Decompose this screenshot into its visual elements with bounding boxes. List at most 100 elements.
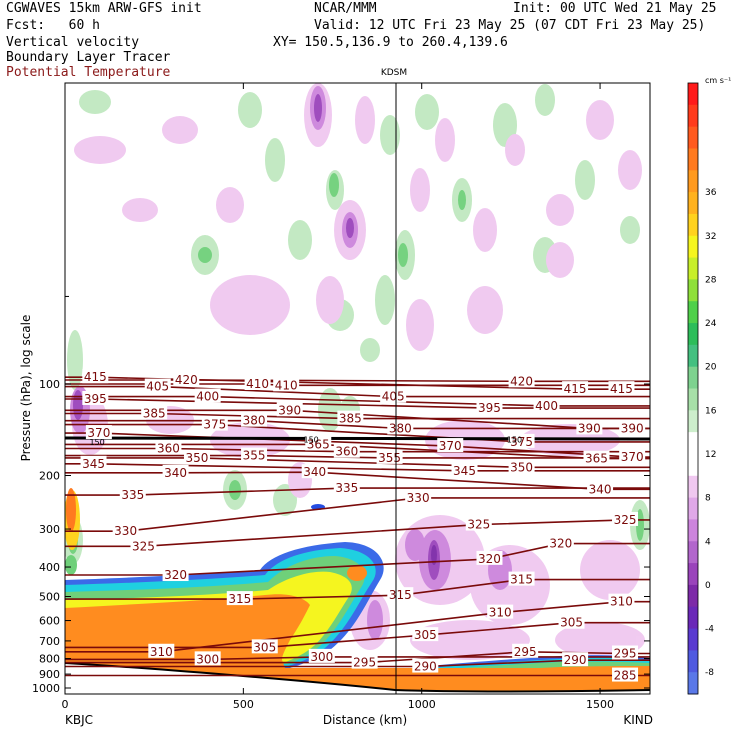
isentrope-label: 410 [246, 377, 269, 391]
isentrope-label: 340 [589, 482, 612, 496]
isentrope-label-bg [476, 400, 503, 415]
isentrope-label-bg [387, 587, 414, 602]
model-title: CGWAVES 15km ARW-GFS init [6, 1, 202, 16]
isentrope-label: 360 [157, 442, 180, 456]
marker-line-label: 150 [89, 438, 104, 447]
colorbar-swatch [688, 541, 698, 564]
isentrope-label: 355 [378, 451, 401, 465]
colorbar: 36 32 28 24 20 16 12 8 4 0 -4 -8 [687, 82, 717, 695]
isentrope-label-bg [144, 378, 171, 393]
colorbar-swatch [688, 519, 698, 542]
colorbar-unit: cm s⁻¹ [705, 76, 731, 85]
isentrope-label: 290 [564, 653, 587, 667]
isentrope-label-bg [80, 455, 107, 470]
colorbar-swatch [688, 323, 698, 346]
isentrope-label: 405 [146, 380, 169, 394]
isentrope-label-bg [562, 652, 589, 667]
isentrope-label-bg [583, 450, 610, 465]
isentrope-label: 295 [353, 656, 376, 670]
colorbar-swatch [688, 301, 698, 324]
isentrope-label: 400 [196, 390, 219, 404]
isentrope-label: 305 [253, 640, 276, 654]
isentrope-label: 340 [164, 466, 187, 480]
y-tick-label: 700 [39, 635, 60, 648]
isentrope-label: 310 [610, 595, 633, 609]
isentrope-label-bg [337, 410, 364, 425]
isentrope-label: 405 [382, 390, 405, 404]
isentrope-label-bg [387, 420, 414, 435]
isentrope-label: 365 [585, 452, 608, 466]
isentrope-label: 315 [228, 592, 251, 606]
isentrope-label: 310 [150, 645, 173, 659]
isentrope-355 [65, 454, 650, 459]
isentrope-label: 310 [489, 606, 512, 620]
marker-line-label: 150 [303, 435, 318, 444]
boundary-layer-tracer [65, 542, 650, 694]
isentrope-label-bg [162, 567, 189, 582]
y-tick-label: 300 [39, 523, 60, 536]
field-vertical-velocity: Vertical velocity [6, 35, 140, 50]
colorbar-swatch [688, 497, 698, 520]
y-tick-label: 600 [39, 615, 60, 628]
isentrope-label: 350 [186, 451, 209, 465]
isentrope-label-bg [82, 390, 109, 405]
isentrope-label: 390 [278, 403, 301, 417]
isentrope-label-bg [333, 443, 360, 458]
y-tick-label: 900 [39, 668, 60, 681]
colorbar-swatch [688, 366, 698, 389]
colorbar-swatch [688, 126, 698, 149]
isentrope-label-bg [508, 459, 535, 474]
field-potential-temperature: Potential Temperature [6, 65, 171, 80]
y-axis-label: Pressure (hPa), log scale [19, 315, 33, 462]
isentrope-label: 345 [82, 457, 105, 471]
isentrope-label-bg [608, 381, 635, 396]
isentrope-label: 330 [407, 491, 430, 505]
isentrope-label-bg [412, 658, 439, 673]
isentrope-label: 285 [614, 669, 637, 683]
isentrope-label-bg [533, 397, 560, 412]
isentrope-label: 295 [614, 646, 637, 660]
terrain [65, 663, 650, 694]
colorbar-swatch [688, 650, 698, 673]
colorbar-swatch [688, 584, 698, 608]
x-tick-label: 500 [233, 698, 254, 711]
plot-area: 415 420 410 410 420 415 415 395 405 400 405 395 400 3… [65, 83, 650, 694]
isentrope-label: 290 [414, 660, 437, 674]
isentrope-label: 390 [621, 421, 644, 435]
isentrope-400 [65, 395, 650, 407]
valid-time: Valid: 12 UTC Fri 23 May 25 (07 CDT Fri … [314, 18, 706, 33]
isentrope-label: 295 [514, 645, 537, 659]
isentrope-label-bg [130, 538, 157, 553]
y-tick-label: 400 [39, 561, 60, 574]
isentrope-label: 325 [614, 513, 637, 527]
isentrope-label-bg [608, 593, 635, 608]
colorbar-swatch [688, 432, 698, 455]
colorbar-label: 20 [705, 363, 717, 373]
isentrope-label-bg [244, 376, 271, 390]
colorbar-swatch [688, 148, 698, 171]
x-end-left-label: KBJC [65, 713, 93, 727]
isentrope-label: 345 [453, 464, 476, 478]
isentrope-label: 315 [510, 573, 533, 587]
isentrope-label-bg [148, 643, 175, 658]
isentrope-label: 360 [335, 445, 358, 459]
isentrope-label: 370 [439, 439, 462, 453]
colorbar-label: 12 [705, 450, 716, 460]
isentrope-label: 335 [121, 488, 144, 502]
x-end-right-label: KIND [623, 713, 653, 727]
isentrope-label: 340 [303, 465, 326, 479]
isentrope-label: 305 [414, 628, 437, 642]
colorbar-label: 4 [705, 537, 711, 547]
isentrope-label-bg [558, 614, 585, 629]
isentrope-label: 415 [564, 382, 587, 396]
isentrope-label-bg [273, 377, 300, 392]
isentrope-label-bg [437, 438, 464, 453]
isentrope-label: 380 [243, 414, 266, 428]
isentrope-label-bg [380, 388, 407, 403]
colorbar-swatch [688, 453, 698, 477]
isentrope-label: 410 [275, 378, 298, 392]
isentrope-label-bg [251, 639, 278, 654]
colorbar-label: 32 [705, 232, 716, 242]
isentrope-label: 390 [578, 421, 601, 435]
isentrope-350 [65, 457, 650, 469]
